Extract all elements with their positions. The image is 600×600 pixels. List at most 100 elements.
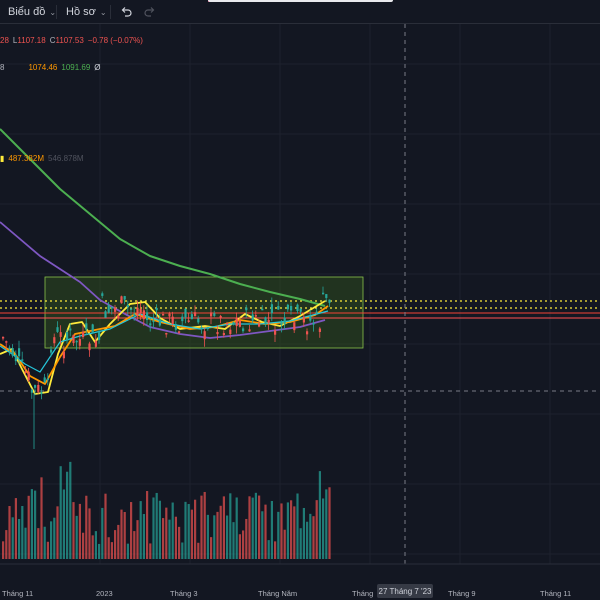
volume-bar xyxy=(56,506,59,559)
volume-bar xyxy=(149,543,152,559)
volume-bar xyxy=(110,542,113,559)
volume-bar xyxy=(184,501,187,559)
volume-bar xyxy=(168,519,171,559)
volume-bar xyxy=(75,515,78,559)
candle-body xyxy=(123,296,126,300)
profile-menu-button[interactable]: Hồ sơ ⌄ xyxy=(66,3,107,21)
candle-body xyxy=(107,305,110,313)
candle-body xyxy=(171,316,174,324)
volume-bar xyxy=(242,530,245,559)
time-axis-label: Tháng 9 xyxy=(448,589,476,598)
candle-body xyxy=(75,340,78,343)
ma-prefix: 8 xyxy=(0,62,5,72)
candle-body xyxy=(245,307,248,311)
volume-bar xyxy=(290,500,293,559)
undo-icon[interactable] xyxy=(118,4,134,20)
candle-body xyxy=(325,294,328,298)
candle-body xyxy=(46,378,49,381)
volume-bar xyxy=(190,509,193,559)
candle-body xyxy=(299,308,302,312)
volume-bar xyxy=(174,516,177,559)
candle-body xyxy=(142,310,145,320)
candle-body xyxy=(162,314,165,316)
volume-bar xyxy=(104,493,107,559)
volume-bar xyxy=(162,518,165,559)
volume-bar xyxy=(171,502,174,559)
chevron-down-icon: ⌄ xyxy=(49,7,57,17)
candle-body xyxy=(152,320,155,323)
candle-body xyxy=(94,340,97,347)
volume-bar xyxy=(120,509,123,559)
time-axis-label: Tháng xyxy=(352,589,374,598)
candle-body xyxy=(213,313,216,316)
toolbar-search-strip[interactable] xyxy=(208,0,393,2)
candle-body xyxy=(56,327,59,332)
candle-body xyxy=(184,308,187,318)
volume-legend: ▮ 487.382M 546.878M xyxy=(0,152,84,164)
close-value: 1107.53 xyxy=(55,35,84,45)
time-axis-label: Tháng 11 xyxy=(2,589,34,598)
candle-body xyxy=(251,314,254,321)
volume-bar xyxy=(226,515,229,559)
candle-body xyxy=(312,323,315,325)
candle-body xyxy=(27,371,30,381)
candle-body xyxy=(261,308,264,311)
volume-bar xyxy=(152,497,155,559)
candle-body xyxy=(88,343,91,351)
candle-body xyxy=(235,318,238,327)
candle-body xyxy=(136,307,139,317)
candle-body xyxy=(82,331,85,338)
volume-bar xyxy=(187,504,190,559)
candle-body xyxy=(264,317,267,325)
candle-body xyxy=(174,323,177,330)
time-axis-label: Tháng Năm xyxy=(258,589,298,598)
candle-body xyxy=(322,292,325,295)
volume-bar xyxy=(251,497,254,559)
chart-area[interactable]: 28 L 1107.18 C 1107.53 −0.78 (−0.07%) 8 … xyxy=(0,24,600,600)
volume-bar xyxy=(2,541,5,559)
candle-body xyxy=(120,296,123,304)
candle-body xyxy=(24,371,27,373)
volume-bar xyxy=(114,530,117,559)
candle-body xyxy=(248,329,251,332)
ma-line-purple xyxy=(0,221,326,339)
candle-body xyxy=(178,331,181,333)
ma1-value: 1074.46 xyxy=(28,62,58,72)
candle-body xyxy=(30,389,33,393)
volume-bar xyxy=(46,541,49,559)
redo-icon[interactable] xyxy=(142,4,158,20)
candle-body xyxy=(117,315,120,319)
volume-bar xyxy=(280,503,283,559)
volume-bar xyxy=(178,526,181,559)
volume-bar xyxy=(123,512,126,559)
candle-body xyxy=(203,331,206,340)
volume-bar xyxy=(325,489,328,559)
volume-bar xyxy=(274,541,277,559)
candle-body xyxy=(14,354,17,362)
candle-body xyxy=(283,317,286,324)
candle-body xyxy=(18,348,21,357)
candle-body xyxy=(226,322,229,325)
volume-bar xyxy=(299,528,302,559)
volume-bar xyxy=(27,495,30,559)
volume-bar xyxy=(117,524,120,559)
volume-bar xyxy=(11,517,14,559)
volume-bar xyxy=(216,511,219,559)
candle-body xyxy=(101,293,104,296)
volume-bar xyxy=(8,506,11,559)
chart-menu-button[interactable]: Biểu đồ ⌄ xyxy=(8,3,56,21)
eye-off-icon[interactable]: Ø xyxy=(94,62,101,72)
volume-bar xyxy=(322,498,325,559)
crosshair-time-label: 27 Tháng 7 '23 xyxy=(377,584,433,598)
volume-bar xyxy=(43,526,46,559)
volume-bar xyxy=(203,491,206,559)
candle-body xyxy=(238,320,241,327)
candle-body xyxy=(194,312,197,317)
price-chart-canvas[interactable] xyxy=(0,24,600,600)
candle-body xyxy=(8,347,11,350)
candle-body xyxy=(59,332,62,337)
volume-bar xyxy=(238,534,241,559)
candle-body xyxy=(274,330,277,335)
time-axis-label: Tháng 11 xyxy=(540,589,572,598)
candle-body xyxy=(69,328,72,331)
